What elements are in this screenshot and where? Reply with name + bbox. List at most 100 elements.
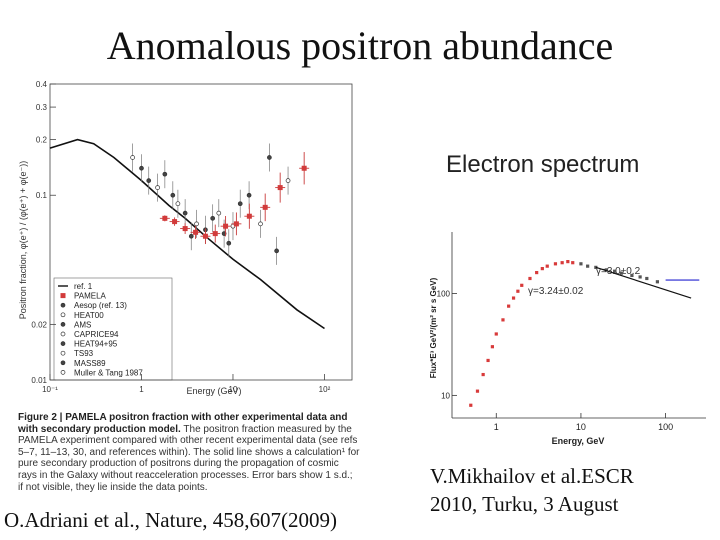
spectrum-point	[579, 262, 583, 266]
left-legend-entry: PAMELA	[74, 292, 107, 301]
spectrum-point	[571, 261, 575, 265]
spectrum-point	[604, 268, 609, 272]
right-chart-title: Electron spectrum	[446, 151, 639, 178]
spectrum-point	[501, 318, 505, 322]
other-point	[155, 185, 160, 190]
other-point	[216, 210, 222, 216]
left-y-tick-label: 0.3	[36, 103, 48, 112]
other-point	[194, 221, 199, 227]
spectrum-point	[475, 389, 480, 393]
pamela-point	[233, 221, 239, 227]
spectrum-point	[486, 358, 490, 363]
spectrum-point	[619, 271, 623, 275]
fit-line-black	[595, 266, 692, 299]
left-legend-entry: Aesop (ref. 13)	[74, 301, 127, 310]
left-x-tick-label: 10⁻¹	[42, 385, 58, 394]
caption-bold: Figure 2 | PAMELA positron fraction with…	[18, 412, 348, 435]
right-ylabel: Flux*E³ GeV²/(m² sr s GeV)	[429, 277, 438, 378]
other-point	[267, 155, 272, 160]
right-y-tick-label: 100	[437, 289, 451, 298]
pamela-point	[212, 231, 218, 237]
left-y-tick-label: 0.1	[36, 191, 48, 200]
left-ylabel: Positron fraction, φ(e⁺) / (φ(e⁺) + φ(e⁻…	[18, 161, 28, 320]
right-y-tick-label: 10	[441, 391, 450, 400]
spectrum-point	[594, 265, 598, 269]
spectrum-point	[566, 260, 570, 264]
left-legend-entry: CAPRICE94	[74, 330, 119, 339]
citation-right: V.Mikhailov et al.ESCR 2010, Turku, 3 Au…	[430, 462, 690, 518]
other-point	[162, 171, 168, 177]
left-legend-entry: HEAT94+95	[74, 340, 118, 349]
legend-marker-swatch	[60, 341, 66, 346]
pamela-point	[162, 215, 168, 221]
left-y-tick-label: 0.2	[36, 136, 48, 145]
left-legend-box	[53, 277, 173, 381]
spectrum-point	[553, 262, 558, 266]
spectrum-point	[511, 296, 516, 300]
left-y-tick-label: 0.01	[31, 376, 47, 385]
other-point	[274, 248, 279, 254]
citation-left: O.Adriani et al., Nature, 458,607(2009)	[4, 508, 337, 532]
other-point	[221, 231, 227, 236]
other-point	[175, 201, 181, 207]
spectrum-point	[560, 261, 564, 265]
other-point	[246, 192, 252, 198]
left-legend-entry: ref. 1	[74, 282, 93, 291]
spectrum-point	[540, 267, 544, 271]
spectrum-point	[613, 269, 617, 273]
gamma-annotation-1: γ=3.0±0.2	[596, 266, 641, 277]
slide-title: Anomalous positron abundance	[106, 23, 614, 68]
pamela-point	[277, 185, 283, 191]
pamela-point	[301, 165, 307, 171]
spectrum-point	[630, 273, 634, 278]
left-y-tick-label: 0.02	[31, 320, 47, 329]
right-x-tick-label: 100	[658, 422, 673, 432]
other-point	[139, 165, 144, 171]
other-point	[170, 192, 176, 198]
other-point	[237, 201, 243, 207]
citation-right-line2: 2010, Turku, 3 August	[430, 492, 619, 516]
spectrum-point	[494, 332, 498, 336]
right-xlabel: Energy, GeV	[552, 436, 605, 446]
other-point	[258, 221, 263, 227]
spectrum-point	[528, 276, 532, 281]
legend-marker-swatch	[60, 370, 66, 375]
other-point	[226, 240, 232, 246]
spectrum-point	[481, 372, 485, 377]
legend-marker-swatch	[60, 360, 66, 366]
spectrum-point	[469, 403, 473, 407]
spectrum-point	[535, 270, 539, 275]
other-point	[210, 215, 216, 221]
legend-marker-swatch	[60, 322, 66, 327]
ref1-curve	[49, 138, 325, 330]
caption-text: The positron fraction measured by the PA…	[18, 423, 360, 493]
spectrum-point	[586, 264, 590, 268]
other-point	[188, 233, 194, 239]
spectrum-point	[490, 345, 494, 349]
figure-caption: Figure 2 | PAMELA positron fraction with…	[18, 412, 360, 493]
pamela-point	[193, 229, 199, 235]
left-x-tick-label: 10²	[319, 385, 331, 394]
left-xlabel: Energy (GeV)	[186, 386, 241, 396]
spectrum-point	[645, 276, 649, 281]
legend-marker-swatch	[60, 312, 66, 318]
left-legend-entry: TS93	[74, 349, 94, 358]
legend-marker-swatch	[60, 302, 66, 308]
positron-fraction-figure: Positron fraction, φ(e⁺) / (φ(e⁺) + φ(e⁻…	[14, 74, 366, 493]
right-x-tick-label: 10	[576, 422, 586, 432]
pamela-point	[172, 219, 178, 225]
spectrum-point	[638, 275, 642, 279]
left-legend-entry: Muller & Tang 1987	[74, 368, 143, 377]
left-legend-entry: AMS	[74, 320, 91, 329]
legend-marker-swatch	[60, 350, 66, 356]
left-legend-entry: HEAT00	[74, 311, 104, 320]
positron-fraction-chart: Positron fraction, φ(e⁺) / (φ(e⁺) + φ(e⁻…	[18, 80, 353, 396]
legend-marker-swatch	[60, 331, 66, 337]
spectrum-point	[655, 280, 659, 284]
spectrum-point	[520, 283, 524, 287]
pamela-point	[262, 204, 268, 210]
other-point	[146, 178, 152, 183]
left-y-tick-label: 0.4	[36, 80, 48, 89]
right-x-tick-label: 1	[494, 422, 499, 432]
